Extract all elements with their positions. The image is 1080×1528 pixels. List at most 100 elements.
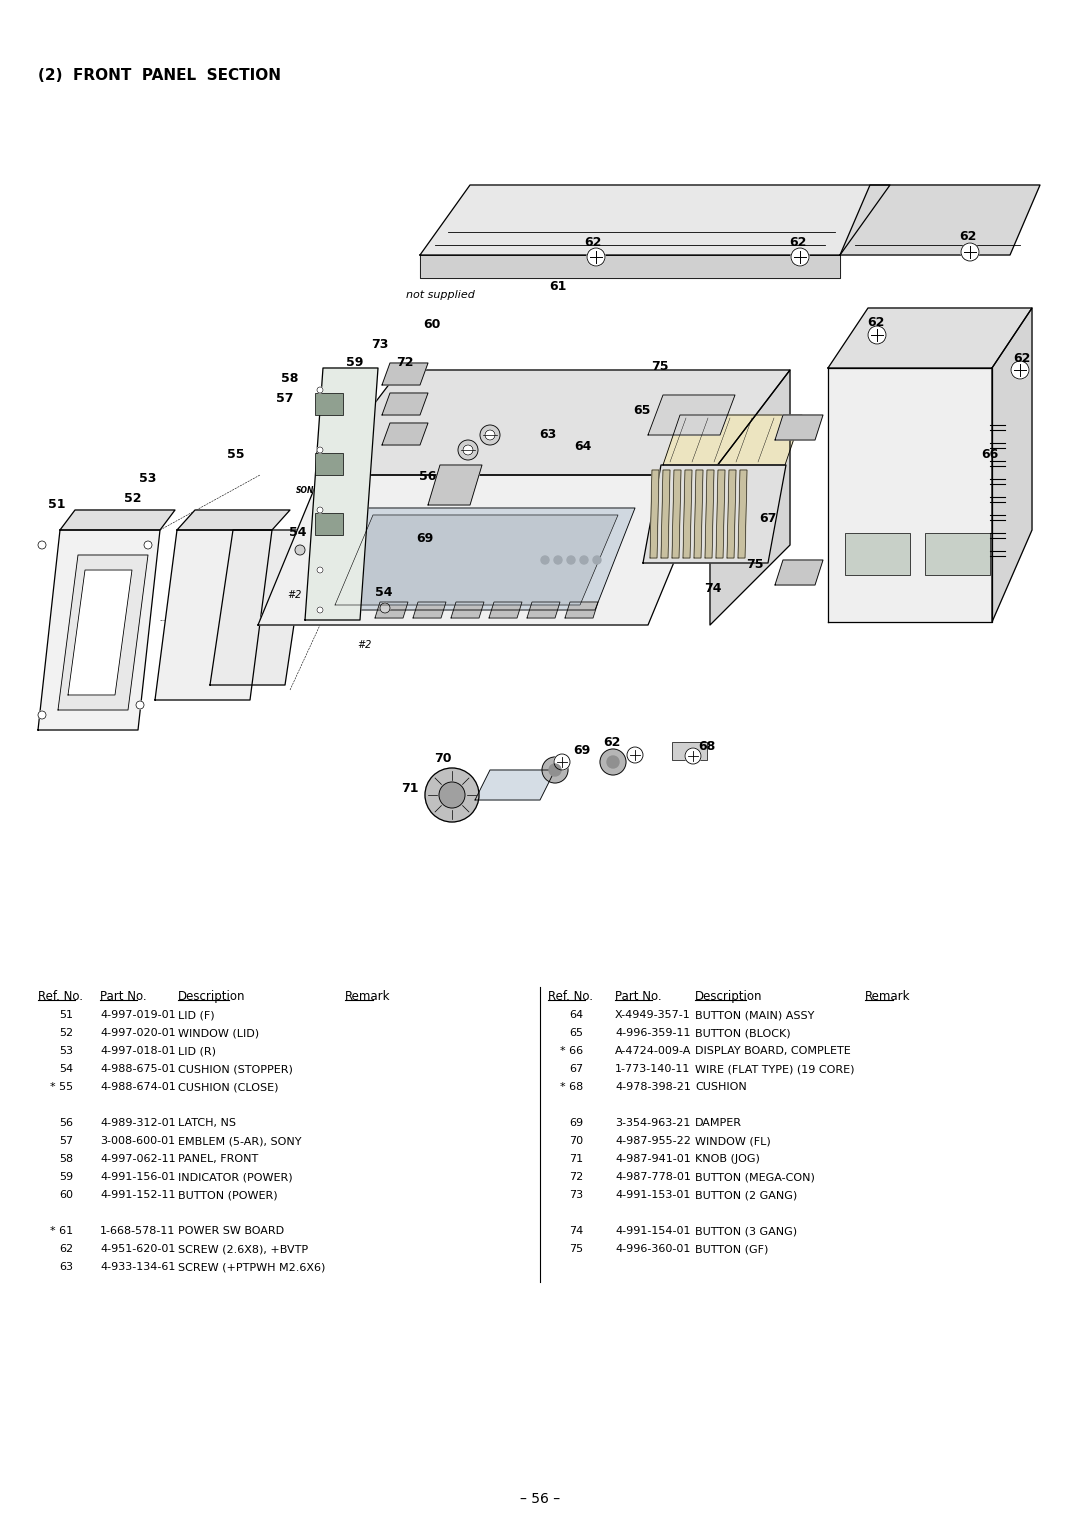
Polygon shape <box>727 471 735 558</box>
Circle shape <box>627 747 643 762</box>
Polygon shape <box>177 510 291 530</box>
Text: 66: 66 <box>982 449 999 461</box>
Circle shape <box>318 567 323 573</box>
Circle shape <box>961 243 978 261</box>
Text: 72: 72 <box>396 356 414 368</box>
Circle shape <box>868 325 886 344</box>
Text: 73: 73 <box>569 1190 583 1199</box>
Text: 64: 64 <box>575 440 592 454</box>
Polygon shape <box>648 396 735 435</box>
Text: 54: 54 <box>375 587 393 599</box>
Text: 3-008-600-01: 3-008-600-01 <box>100 1135 175 1146</box>
Text: 64: 64 <box>569 1010 583 1021</box>
Polygon shape <box>375 602 408 617</box>
Text: BUTTON (2 GANG): BUTTON (2 GANG) <box>696 1190 797 1199</box>
Text: BUTTON (POWER): BUTTON (POWER) <box>178 1190 278 1199</box>
Polygon shape <box>828 309 1032 368</box>
Text: A-4724-009-A: A-4724-009-A <box>615 1047 691 1056</box>
Text: 51: 51 <box>49 498 66 512</box>
Circle shape <box>458 440 478 460</box>
Text: WINDOW (FL): WINDOW (FL) <box>696 1135 771 1146</box>
Text: BUTTON (MEGA-CON): BUTTON (MEGA-CON) <box>696 1172 815 1183</box>
Text: SONY: SONY <box>296 486 320 495</box>
Text: 4-987-778-01: 4-987-778-01 <box>615 1172 691 1183</box>
Text: 56: 56 <box>59 1118 73 1128</box>
Polygon shape <box>565 602 598 617</box>
Text: DAMPER: DAMPER <box>696 1118 742 1128</box>
Text: WINDOW (LID): WINDOW (LID) <box>178 1028 259 1038</box>
Bar <box>845 533 910 575</box>
Text: 1-668-578-11: 1-668-578-11 <box>100 1225 175 1236</box>
Text: 4-988-675-01: 4-988-675-01 <box>100 1063 176 1074</box>
Text: Part No.: Part No. <box>615 990 662 1002</box>
Text: Part No.: Part No. <box>100 990 147 1002</box>
Text: 57: 57 <box>276 391 294 405</box>
Text: 3-354-963-21: 3-354-963-21 <box>615 1118 690 1128</box>
Text: 4-997-020-01: 4-997-020-01 <box>100 1028 176 1038</box>
Text: 4-997-019-01: 4-997-019-01 <box>100 1010 176 1021</box>
Text: LATCH, NS: LATCH, NS <box>178 1118 237 1128</box>
Text: 4-987-955-22: 4-987-955-22 <box>615 1135 691 1146</box>
Text: 67: 67 <box>569 1063 583 1074</box>
Circle shape <box>600 749 626 775</box>
Text: Remark: Remark <box>865 990 910 1002</box>
Text: 62: 62 <box>1013 351 1030 365</box>
Text: #2: #2 <box>287 590 302 601</box>
Text: * 61: * 61 <box>50 1225 73 1236</box>
Circle shape <box>485 429 495 440</box>
Polygon shape <box>705 471 714 558</box>
Text: Description: Description <box>178 990 245 1002</box>
Text: 65: 65 <box>569 1028 583 1038</box>
Text: 62: 62 <box>789 235 807 249</box>
Circle shape <box>463 445 473 455</box>
Text: 68: 68 <box>699 741 716 753</box>
Text: Description: Description <box>696 990 762 1002</box>
Text: SCREW (+PTPWH M2.6X6): SCREW (+PTPWH M2.6X6) <box>178 1262 325 1271</box>
Text: 4-951-620-01: 4-951-620-01 <box>100 1244 175 1254</box>
Polygon shape <box>650 471 659 558</box>
Circle shape <box>580 556 588 564</box>
Bar <box>924 533 990 575</box>
Text: 74: 74 <box>704 582 721 594</box>
Text: * 55: * 55 <box>50 1082 73 1093</box>
Text: 4-991-152-11: 4-991-152-11 <box>100 1190 175 1199</box>
Text: 65: 65 <box>633 403 650 417</box>
Text: #1: #1 <box>495 775 509 784</box>
Text: 69: 69 <box>573 744 591 756</box>
Polygon shape <box>451 602 484 617</box>
Text: 71: 71 <box>569 1154 583 1164</box>
Text: 53: 53 <box>139 472 157 484</box>
Text: X-4949-357-1: X-4949-357-1 <box>615 1010 691 1021</box>
Polygon shape <box>840 185 1040 255</box>
Text: 53: 53 <box>59 1047 73 1056</box>
Text: 69: 69 <box>417 532 434 544</box>
Polygon shape <box>38 530 160 730</box>
Text: – 56 –: – 56 – <box>519 1491 561 1507</box>
Text: EMBLEM (5-AR), SONY: EMBLEM (5-AR), SONY <box>178 1135 301 1146</box>
Circle shape <box>480 425 500 445</box>
Text: 4-991-154-01: 4-991-154-01 <box>615 1225 690 1236</box>
Text: 61: 61 <box>550 280 567 292</box>
Polygon shape <box>58 555 148 711</box>
Polygon shape <box>305 368 378 620</box>
Text: BUTTON (BLOCK): BUTTON (BLOCK) <box>696 1028 791 1038</box>
Polygon shape <box>661 471 670 558</box>
Text: Ref. No.: Ref. No. <box>38 990 83 1002</box>
Circle shape <box>438 782 465 808</box>
Circle shape <box>380 604 390 613</box>
Text: * 66: * 66 <box>559 1047 583 1056</box>
Text: KNOB (JOG): KNOB (JOG) <box>696 1154 760 1164</box>
Text: #2: #2 <box>357 640 373 649</box>
Polygon shape <box>683 471 692 558</box>
Text: 62: 62 <box>959 231 976 243</box>
Text: * 68: * 68 <box>559 1082 583 1093</box>
Polygon shape <box>710 370 789 625</box>
Circle shape <box>549 764 561 776</box>
Polygon shape <box>382 423 428 445</box>
Circle shape <box>607 756 619 769</box>
Text: CUSHION: CUSHION <box>696 1082 746 1093</box>
Circle shape <box>136 701 144 709</box>
Text: Ref. No.: Ref. No. <box>548 990 593 1002</box>
Text: 4-988-674-01: 4-988-674-01 <box>100 1082 176 1093</box>
Circle shape <box>38 711 46 720</box>
